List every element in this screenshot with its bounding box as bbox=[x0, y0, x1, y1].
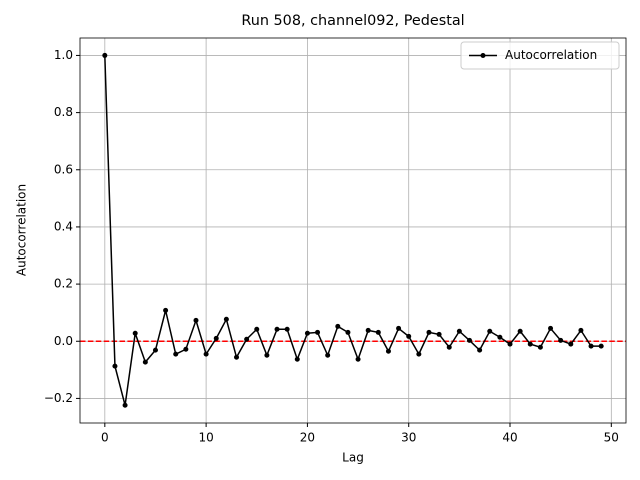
x-tick-label: 30 bbox=[401, 431, 416, 445]
data-point bbox=[132, 330, 138, 336]
data-point bbox=[112, 363, 118, 369]
data-point bbox=[234, 354, 240, 360]
data-point bbox=[406, 333, 412, 339]
data-point bbox=[365, 327, 371, 333]
legend-label: Autocorrelation bbox=[505, 48, 597, 62]
data-point bbox=[304, 330, 310, 336]
data-point bbox=[466, 337, 472, 343]
data-point bbox=[203, 351, 209, 357]
data-point bbox=[163, 307, 169, 313]
y-tick-label: 1.0 bbox=[54, 48, 73, 62]
data-point bbox=[355, 356, 361, 362]
data-point bbox=[375, 329, 381, 335]
data-point bbox=[578, 327, 584, 333]
data-point bbox=[213, 335, 219, 341]
x-tick-label: 10 bbox=[198, 431, 213, 445]
plot-frame bbox=[79, 37, 627, 424]
data-point bbox=[274, 326, 280, 332]
x-tick-label: 20 bbox=[300, 431, 315, 445]
data-point bbox=[122, 402, 128, 408]
data-point bbox=[568, 341, 574, 347]
data-point bbox=[548, 325, 554, 331]
data-point bbox=[517, 328, 523, 334]
data-point bbox=[345, 329, 351, 335]
data-point bbox=[264, 352, 270, 358]
y-tick-label: 0.4 bbox=[54, 219, 73, 233]
data-point bbox=[183, 346, 189, 352]
data-line bbox=[104, 55, 602, 406]
data-point bbox=[436, 331, 442, 337]
data-point bbox=[456, 328, 462, 334]
x-tick-label: 50 bbox=[604, 431, 619, 445]
data-point bbox=[527, 341, 533, 347]
data-point bbox=[497, 334, 503, 340]
data-point bbox=[142, 359, 148, 365]
data-point bbox=[102, 52, 108, 58]
data-point bbox=[537, 344, 543, 350]
data-point bbox=[558, 337, 564, 343]
data-point bbox=[244, 336, 250, 342]
data-point bbox=[446, 344, 452, 350]
x-axis-label: Lag bbox=[342, 451, 364, 465]
data-point bbox=[254, 326, 260, 332]
x-tick-label: 0 bbox=[101, 431, 109, 445]
x-tick-label: 40 bbox=[502, 431, 517, 445]
data-point bbox=[173, 351, 179, 357]
data-point bbox=[477, 347, 483, 353]
data-point bbox=[507, 341, 513, 347]
y-tick-label: 0.8 bbox=[54, 105, 73, 119]
data-point bbox=[385, 348, 391, 354]
data-point bbox=[325, 352, 331, 358]
legend-marker bbox=[480, 53, 486, 58]
data-point bbox=[294, 356, 300, 362]
data-point bbox=[396, 325, 402, 331]
data-point bbox=[152, 347, 158, 353]
data-point bbox=[335, 323, 341, 329]
y-tick-label: −0.2 bbox=[44, 391, 73, 405]
data-point bbox=[284, 326, 290, 332]
data-point bbox=[598, 343, 604, 349]
data-point bbox=[487, 328, 493, 334]
data-point bbox=[315, 329, 321, 335]
y-axis-label: Autocorrelation bbox=[15, 184, 29, 276]
data-point bbox=[426, 329, 432, 335]
data-point bbox=[193, 317, 199, 323]
data-point bbox=[588, 343, 594, 349]
chart-title: Run 508, channel092, Pedestal bbox=[241, 13, 464, 29]
legend-box bbox=[460, 41, 620, 70]
data-point bbox=[416, 351, 422, 357]
y-tick-label: 0.0 bbox=[54, 334, 73, 348]
y-tick-label: 0.2 bbox=[54, 277, 73, 291]
y-tick-label: 0.6 bbox=[54, 162, 73, 176]
data-point bbox=[223, 316, 229, 322]
